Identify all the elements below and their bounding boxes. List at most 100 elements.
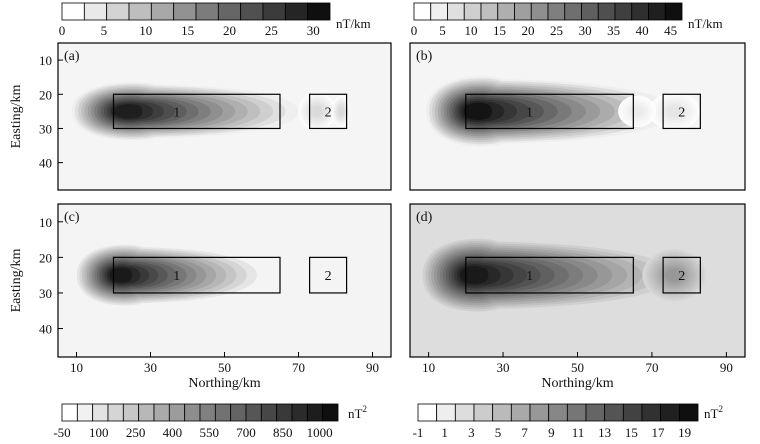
colorbar-tick-label: 400: [163, 425, 183, 440]
y-axis-label: Easting/km: [9, 85, 24, 149]
colorbar-tick-label: 25: [550, 23, 563, 38]
source-box-1: [112, 256, 281, 294]
colorbar-swatch: [291, 403, 308, 422]
colorbar-swatch: [463, 2, 482, 21]
source-box-2: [309, 256, 348, 294]
x-tick-label: 70: [645, 360, 658, 375]
colorbar-swatch: [217, 2, 242, 21]
panel-frame: [409, 42, 746, 191]
contour-band: [459, 266, 489, 285]
colorbar-swatch: [585, 403, 606, 422]
colorbar-swatch: [195, 2, 219, 21]
x-tick-label: 10: [70, 360, 83, 375]
colorbar-swatch: [322, 403, 339, 422]
unit-bottom-right-exp: 2: [718, 404, 723, 414]
colorbar-tick-label: 0: [59, 23, 66, 38]
colorbar-swatch: [473, 403, 494, 422]
y-tick-label: 20: [39, 250, 52, 265]
colorbar-swatch: [307, 2, 331, 21]
colorbar-swatch: [240, 2, 264, 21]
colorbar-tick-label: 7: [521, 425, 528, 440]
contour-field: [426, 76, 700, 147]
unit-bottom-right-base: nT: [704, 406, 719, 421]
colorbar-swatch: [660, 403, 680, 422]
colorbar-swatch: [260, 403, 278, 422]
colorbar-swatch: [214, 403, 232, 422]
colorbar-swatch: [530, 2, 549, 21]
colorbar-swatch: [497, 2, 515, 21]
colorbar-swatch: [106, 2, 130, 21]
colorbar-swatch: [128, 2, 152, 21]
colorbar-tick-label: 30: [579, 23, 592, 38]
colorbar-tick-label: 15: [625, 425, 638, 440]
unit-label-top-left: nT/km: [336, 16, 371, 31]
colorbar-swatch: [454, 403, 475, 422]
source-box-2: [662, 93, 701, 130]
source-box-label: 1: [526, 269, 533, 284]
colorbar-swatch: [83, 2, 108, 21]
x-tick-label: 30: [144, 360, 157, 375]
colorbar-swatch: [447, 2, 465, 21]
colorbar-swatch: [306, 403, 324, 422]
y-tick-label: 10: [39, 53, 52, 68]
source-box-label: 1: [526, 105, 533, 120]
colorbar-tick-label: 250: [126, 425, 146, 440]
colorbar-swatch: [547, 2, 566, 21]
panel-c: 1 2 (c) 10 20 30 40 10 30 50 70 90 Northing/km Eastin…: [9, 203, 392, 391]
source-box-2: [309, 93, 348, 130]
contour-band: [109, 267, 133, 283]
contour-band: [113, 104, 143, 119]
colorbar-swatch: [199, 403, 216, 422]
source-box-2: [662, 256, 701, 294]
colorbar-swatch: [150, 2, 175, 21]
source-box-label: 2: [678, 105, 685, 120]
colorbar-tick-label: 25: [265, 23, 278, 38]
contour-band: [667, 106, 681, 117]
colorbar-tick-label: 30: [307, 23, 320, 38]
colorbar-tick-label: 17: [652, 425, 666, 440]
colorbar-tick-label: 45: [664, 23, 677, 38]
panel-label: (b): [416, 49, 433, 64]
source-box-1: [465, 93, 634, 130]
contour-band: [665, 268, 683, 282]
colorbar-swatch: [230, 403, 247, 422]
source-box-1: [465, 256, 634, 294]
colorbar-swatch: [510, 403, 531, 422]
colorbar-swatch: [417, 403, 438, 422]
colorbar-swatch: [413, 2, 432, 21]
colorbar-swatch: [641, 403, 662, 422]
unit-label-bottom-right: nT2: [704, 404, 723, 421]
x-axis-label: Northing/km: [188, 376, 260, 391]
colorbar-swatch: [107, 403, 124, 422]
source-box-label: 2: [325, 269, 332, 284]
y-tick-label: 40: [39, 322, 52, 337]
colorbar-swatch: [138, 403, 155, 422]
colorbar-tick-label: 9: [548, 425, 555, 440]
colorbar-tick-label: 0: [411, 23, 418, 38]
colorbar-swatch: [581, 2, 599, 21]
colorbar-swatch: [173, 2, 197, 21]
unit-label-bottom-left: nT2: [348, 404, 367, 421]
colorbar-swatch: [614, 2, 633, 21]
colorbar-swatch: [122, 403, 140, 422]
colorbar-bottom-right: -1 1 3 5 7 9 11 13 15 17 19 nT2: [413, 403, 723, 440]
source-box-label: 1: [173, 269, 180, 284]
colorbar-tick-label: 15: [493, 23, 506, 38]
colorbar-tick-label: 20: [522, 23, 535, 38]
source-box-label: 1: [173, 105, 180, 120]
colorbar-swatch: [514, 2, 532, 21]
colorbar-swatch: [564, 2, 582, 21]
y-tick-label: 30: [39, 286, 52, 301]
colorbar-swatch: [548, 403, 568, 422]
colorbar-swatch: [622, 403, 643, 422]
colorbar-tick-label: 10: [465, 23, 478, 38]
panel-a: 1 2 (a) 10 20 30 40 Easting/km: [9, 42, 392, 191]
x-axis-label: Northing/km: [541, 376, 613, 391]
unit-bottom-left-base: nT: [348, 406, 363, 421]
contour-band: [463, 102, 493, 121]
source-box-1: [112, 93, 281, 130]
colorbar-tick-label: 19: [678, 425, 691, 440]
unit-bottom-left-exp: 2: [362, 404, 367, 414]
colorbar-tick-label: 5: [439, 23, 446, 38]
colorbar-tick-label: 15: [181, 23, 194, 38]
